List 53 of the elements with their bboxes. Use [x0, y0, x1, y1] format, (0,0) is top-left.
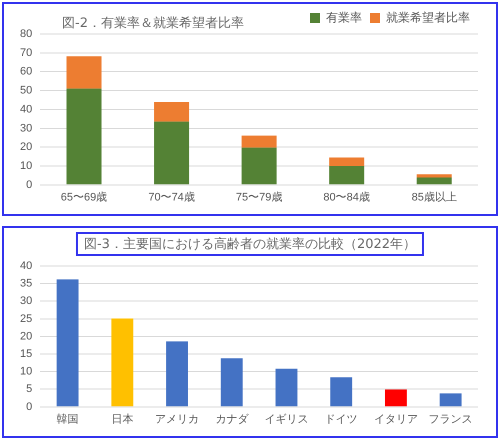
bar: [440, 393, 462, 406]
y-tick-label: 20: [20, 330, 32, 342]
bar: [166, 341, 188, 406]
y-tick-label: 30: [20, 295, 32, 308]
x-tick-label: アメリカ: [155, 413, 200, 426]
bar: [154, 102, 190, 122]
bar: [416, 174, 452, 178]
chart-title: 図-3．主要国における高齢者の就業率の比較（2022年）: [76, 232, 424, 256]
bar: [66, 56, 102, 89]
y-tick-label: 10: [20, 366, 32, 378]
x-tick-label: 日本: [111, 412, 134, 426]
y-tick-label: 30: [20, 122, 32, 134]
bar: [416, 177, 452, 184]
y-tick-label: 35: [20, 278, 32, 290]
chart-title: 図-2．有業率＆就業希望者比率: [62, 15, 244, 32]
y-tick-label: 5: [26, 383, 32, 396]
bar: [242, 148, 277, 184]
x-tick-label: イタリア: [374, 413, 418, 426]
bar: [242, 136, 277, 148]
bar: [330, 377, 352, 406]
x-tick-label: 85歳以上: [412, 190, 457, 204]
y-tick-label: 60: [20, 66, 32, 78]
bar: [66, 88, 102, 184]
x-tick-label: 75〜79歳: [236, 190, 282, 204]
bar: [56, 279, 79, 406]
x-tick-label: フランス: [428, 413, 473, 426]
x-tick-label: カナダ: [215, 413, 250, 426]
x-tick-label: ドイツ: [324, 413, 358, 426]
x-tick-label: 70〜74歳: [148, 190, 195, 204]
y-tick-label: 15: [20, 348, 32, 360]
y-tick-label: 70: [20, 46, 32, 59]
bar: [384, 390, 407, 406]
y-tick-label: 25: [20, 312, 32, 325]
bar: [329, 157, 364, 166]
bar: [111, 318, 134, 406]
y-tick-label: 0: [26, 178, 32, 191]
y-tick-label: 20: [20, 141, 32, 154]
legend-label: 有業率: [326, 10, 362, 24]
x-tick-label: 80〜84歳: [323, 190, 370, 204]
y-tick-label: 40: [20, 103, 32, 116]
x-tick-label: イギリス: [264, 413, 308, 426]
y-tick-label: 80: [20, 28, 32, 40]
y-tick-label: 50: [20, 84, 32, 97]
bar: [154, 122, 190, 184]
y-tick-label: 0: [26, 400, 32, 413]
y-tick-label: 10: [20, 160, 32, 172]
bar: [276, 368, 298, 406]
y-tick-label: 40: [20, 260, 32, 272]
x-tick-label: 韓国: [56, 412, 79, 426]
bar: [329, 166, 364, 184]
legend-label: 就業希望者比率: [386, 10, 470, 24]
bar: [220, 358, 243, 406]
x-tick-label: 65〜69歳: [60, 190, 108, 204]
